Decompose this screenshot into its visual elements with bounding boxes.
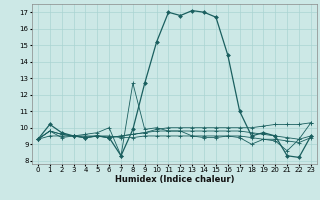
X-axis label: Humidex (Indice chaleur): Humidex (Indice chaleur) [115,175,234,184]
